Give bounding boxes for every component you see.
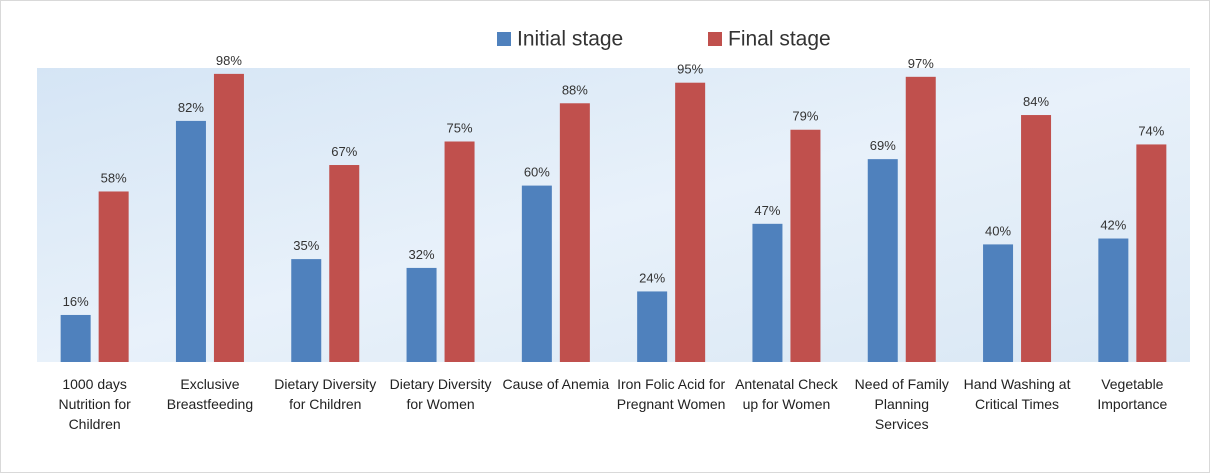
plot-area — [37, 68, 1190, 362]
value-label: 35% — [293, 238, 319, 253]
legend-swatch — [708, 32, 722, 46]
value-label: 67% — [331, 144, 357, 159]
value-label: 95% — [677, 62, 703, 77]
bar — [60, 314, 91, 362]
value-label: 42% — [1100, 218, 1126, 233]
legend-label: Initial stage — [517, 28, 623, 51]
x-tick-label: 1000 days Nutrition for Children — [58, 376, 131, 432]
value-label: 84% — [1023, 94, 1049, 109]
bar — [175, 120, 206, 362]
x-tick-label: Hand Washing at Critical Times — [963, 376, 1071, 412]
value-label: 58% — [101, 170, 127, 185]
bar — [983, 244, 1014, 362]
bar — [329, 165, 360, 362]
bar — [675, 82, 706, 362]
bar — [98, 191, 129, 362]
bar — [559, 103, 590, 362]
bar — [444, 141, 475, 362]
value-label: 60% — [524, 165, 550, 180]
x-tick-label: Vegetable Importance — [1097, 376, 1168, 412]
bar — [867, 159, 898, 362]
legend-label: Final stage — [728, 28, 831, 51]
value-label: 47% — [754, 203, 780, 218]
value-label: 74% — [1138, 123, 1164, 138]
value-label: 16% — [63, 294, 89, 309]
x-tick-label: Exclusive Breastfeeding — [166, 376, 254, 412]
bar — [1021, 115, 1052, 362]
bar — [752, 223, 783, 362]
bar — [521, 185, 552, 362]
bar — [406, 267, 437, 362]
bar — [213, 73, 244, 362]
value-label: 32% — [409, 247, 435, 262]
x-tick-label: Dietary Diversity for Women — [389, 376, 492, 412]
value-label: 69% — [870, 138, 896, 153]
bar — [291, 259, 322, 362]
bar — [637, 291, 668, 362]
x-tick-label: Antenatal Check up for Women — [735, 376, 838, 412]
value-label: 40% — [985, 223, 1011, 238]
value-label: 79% — [792, 109, 818, 124]
value-label: 88% — [562, 82, 588, 97]
x-tick-label: Dietary Diversity for Children — [274, 376, 377, 412]
value-label: 98% — [216, 53, 242, 68]
legend-swatch — [497, 32, 511, 46]
value-label: 97% — [908, 56, 934, 71]
x-tick-label: Iron Folic Acid for Pregnant Women — [616, 376, 726, 412]
x-tick-label: Cause of Anemia — [502, 376, 610, 392]
bar — [1098, 238, 1129, 362]
bar — [905, 76, 936, 362]
bar — [790, 129, 821, 362]
value-label: 24% — [639, 270, 665, 285]
value-label: 75% — [447, 121, 473, 136]
bar — [1136, 144, 1167, 362]
value-label: 82% — [178, 100, 204, 115]
x-tick-label: Need of Family Planning Services — [854, 376, 949, 432]
